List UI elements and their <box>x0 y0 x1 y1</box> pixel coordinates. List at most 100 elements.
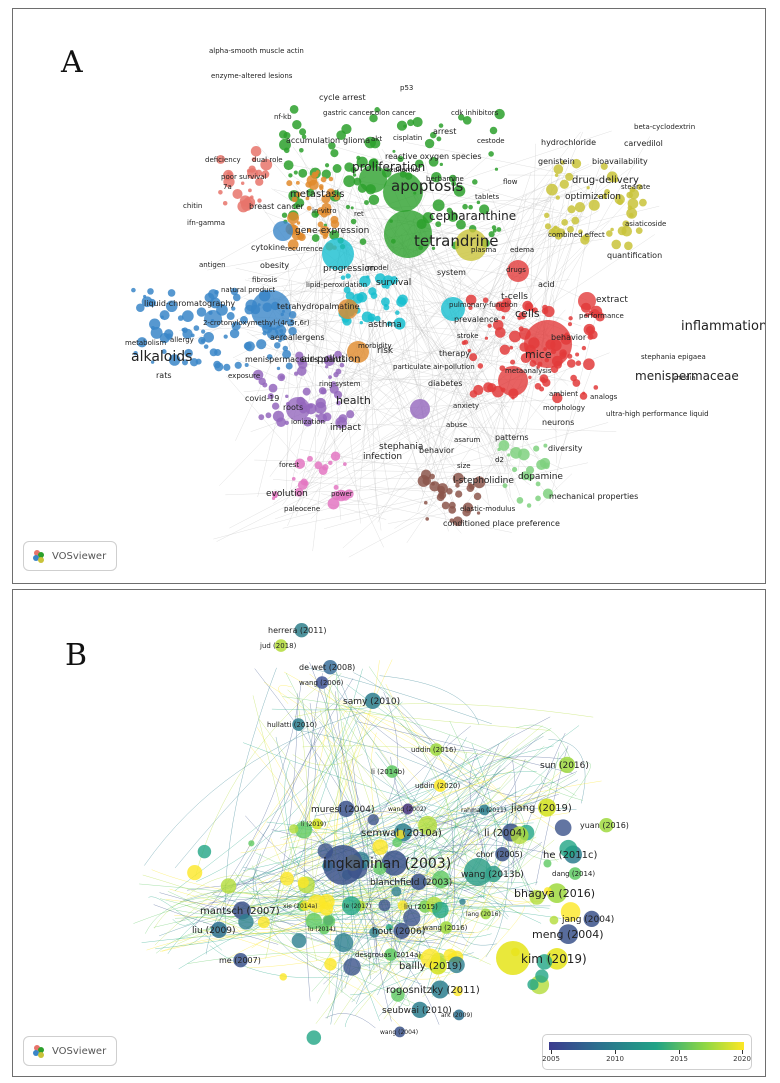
keyword-node <box>542 304 548 311</box>
keyword-node <box>512 466 518 473</box>
citation-label: jiang (2019) <box>510 803 572 814</box>
keyword-node <box>565 172 574 181</box>
keyword-node <box>189 358 199 367</box>
keyword-label: morbidity <box>358 342 392 350</box>
citation-node <box>334 933 353 953</box>
keyword-node <box>266 354 273 360</box>
keyword-node <box>136 337 148 348</box>
keyword-node <box>396 120 408 131</box>
keyword-node-major <box>347 341 369 363</box>
keyword-label: quantification <box>607 251 662 260</box>
citation-node <box>385 924 393 931</box>
keyword-node <box>567 205 576 214</box>
keyword-label: particulate air-pollution <box>393 363 475 371</box>
keyword-node <box>497 447 501 452</box>
keyword-node <box>168 354 181 366</box>
keyword-node <box>299 147 304 153</box>
keyword-node <box>201 329 206 334</box>
citation-node <box>305 912 323 930</box>
citation-label: herrera (2011) <box>268 626 327 635</box>
keyword-label: proliferation <box>352 160 425 174</box>
keyword-label: exposure <box>228 372 260 380</box>
keyword-node <box>150 360 155 364</box>
keyword-node <box>283 160 294 171</box>
keyword-node <box>306 188 315 197</box>
keyword-label: media <box>674 374 696 382</box>
keyword-node <box>393 317 406 330</box>
keyword-node <box>628 188 640 200</box>
keyword-node <box>496 227 502 232</box>
citation-node <box>543 859 552 868</box>
citation-node <box>306 1030 322 1045</box>
keyword-label: deficiency <box>205 156 241 164</box>
keyword-node <box>213 360 221 369</box>
keyword-node <box>296 221 301 225</box>
citation-network-graph: herrera (2011) jud (2018) de wet (2008) wan… <box>133 623 629 1045</box>
keyword-node <box>344 162 354 172</box>
keyword-node <box>301 134 307 139</box>
keyword-node <box>305 181 312 188</box>
keyword-node <box>136 303 145 313</box>
keyword-node-major <box>251 290 291 330</box>
citation-node <box>394 1026 406 1038</box>
keyword-label: ionization <box>291 418 325 426</box>
keyword-label: d2 <box>495 456 504 464</box>
keyword-label: asthma <box>368 320 402 330</box>
keyword-node <box>447 211 458 222</box>
keyword-label: menispermaceous plants <box>245 355 346 364</box>
keyword-node <box>487 323 492 328</box>
keyword-node <box>343 462 347 466</box>
keyword-label: drugs <box>506 266 526 274</box>
keyword-node <box>488 151 494 157</box>
keyword-node <box>257 198 262 203</box>
keyword-node <box>334 350 342 359</box>
keyword-node <box>251 157 257 162</box>
keyword-label: model <box>367 264 389 272</box>
citation-label: chor (2005) <box>476 850 523 859</box>
keyword-label: carvedilol <box>624 139 663 148</box>
citation-node <box>289 824 299 834</box>
keyword-label: morphology <box>543 404 585 412</box>
keyword-node <box>488 231 495 238</box>
citation-node <box>459 898 466 905</box>
keyword-node-major <box>359 165 387 193</box>
keyword-node <box>572 379 581 387</box>
keyword-node <box>324 365 329 369</box>
keyword-node <box>307 455 313 462</box>
keyword-node-major <box>524 320 572 368</box>
keyword-node <box>226 312 235 321</box>
keyword-node <box>386 321 392 327</box>
keyword-node-major <box>273 221 293 241</box>
keyword-label: dopamine <box>518 472 563 482</box>
year-gradient-bar <box>549 1042 744 1050</box>
vosviewer-label-b: VOSviewer <box>52 1045 107 1057</box>
keyword-node <box>446 207 453 214</box>
keyword-node <box>196 307 207 317</box>
keyword-node <box>330 451 341 461</box>
keyword-node <box>430 131 437 139</box>
citation-node <box>420 948 441 969</box>
keyword-label: cdk inhibitors <box>451 109 499 117</box>
citation-node <box>431 980 449 999</box>
vosviewer-logo-a: VOSviewer <box>23 541 117 571</box>
keyword-node <box>571 216 580 225</box>
keyword-node <box>479 204 490 215</box>
keyword-node <box>560 160 565 165</box>
keyword-node <box>473 476 486 489</box>
keyword-label: asarum <box>454 436 481 444</box>
keyword-node <box>335 416 348 429</box>
keyword-node <box>356 293 364 302</box>
citation-node <box>432 870 450 889</box>
keyword-node <box>293 170 298 175</box>
keyword-label: cytokine <box>251 243 285 252</box>
keyword-label: metaanalysis <box>505 367 552 375</box>
keyword-node <box>328 460 333 466</box>
keyword-node <box>584 312 590 318</box>
keyword-node <box>167 289 176 297</box>
citation-label: rahman (2011) <box>461 807 506 814</box>
keyword-node <box>489 126 498 135</box>
keyword-node <box>214 349 222 357</box>
keyword-node <box>395 310 400 315</box>
keyword-node <box>627 205 633 211</box>
keyword-node <box>590 309 600 319</box>
